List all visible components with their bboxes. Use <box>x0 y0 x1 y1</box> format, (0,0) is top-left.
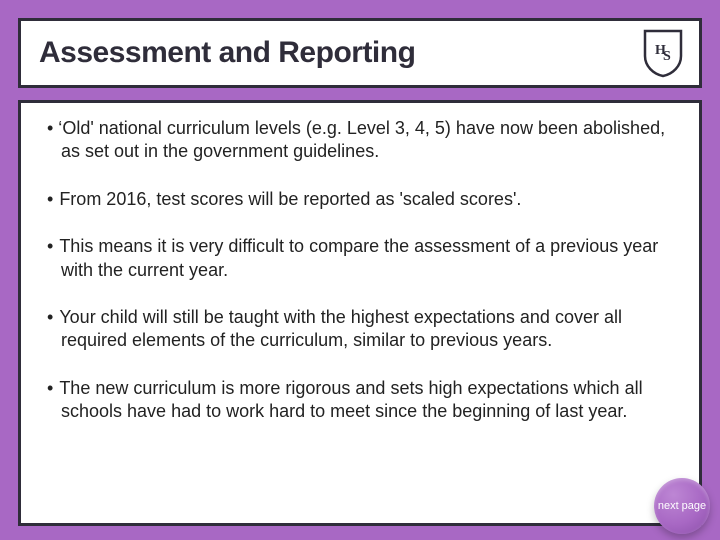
list-item: Your child will still be taught with the… <box>45 306 675 353</box>
list-item: The new curriculum is more rigorous and … <box>45 377 675 424</box>
title-bar: Assessment and Reporting H S <box>18 18 702 88</box>
shield-icon: H S <box>641 28 685 78</box>
content-panel: Old' national curriculum levels (e.g. Le… <box>18 100 702 526</box>
page-title: Assessment and Reporting <box>39 36 415 70</box>
svg-text:S: S <box>663 49 671 64</box>
bullet-list: Old' national curriculum levels (e.g. Le… <box>45 117 675 424</box>
next-page-label: next page <box>658 500 706 512</box>
list-item: This means it is very difficult to compa… <box>45 235 675 282</box>
next-page-button[interactable]: next page <box>654 478 710 534</box>
list-item: From 2016, test scores will be reported … <box>45 188 675 211</box>
list-item: Old' national curriculum levels (e.g. Le… <box>45 117 675 164</box>
